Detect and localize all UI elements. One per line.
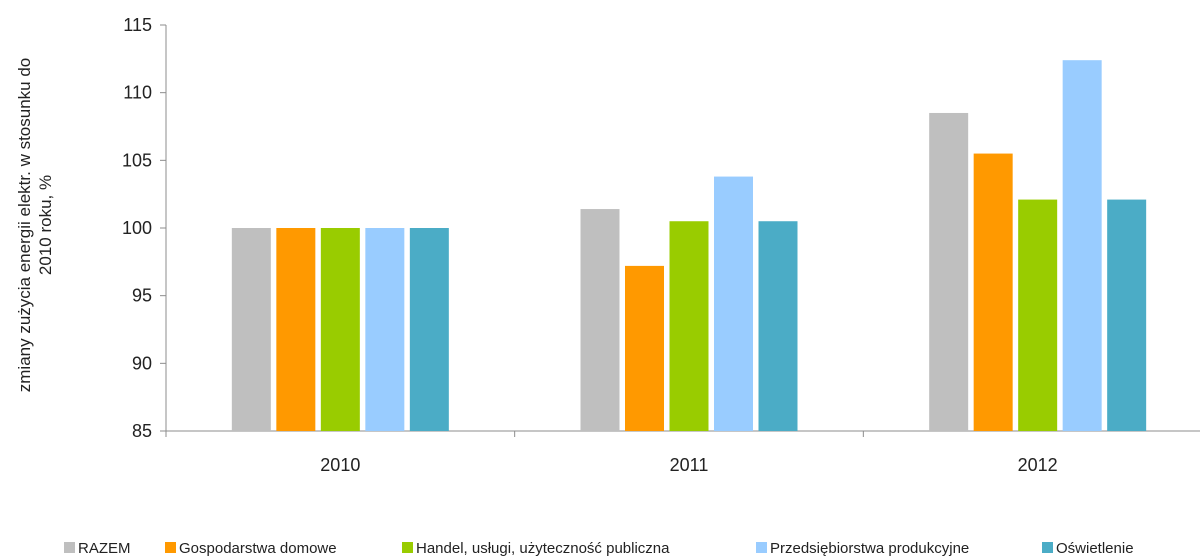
bar-2012-series-4: [1062, 60, 1102, 431]
bar-2010-series-1: [231, 228, 271, 431]
legend-label: Oświetlenie: [1056, 540, 1134, 557]
bar-2011-series-3: [669, 221, 709, 431]
y-tick-label: 90: [132, 353, 152, 373]
bar-2012-series-1: [929, 112, 969, 431]
bar-2011-series-2: [625, 265, 664, 431]
y-tick-label: 115: [123, 15, 152, 35]
legend-swatch: [165, 542, 176, 553]
legend-label: RAZEM: [78, 540, 131, 557]
y-tick-label: 85: [132, 421, 152, 441]
bar-2010-series-3: [320, 228, 360, 431]
x-tick-label: 2011: [670, 455, 709, 475]
legend-label: Gospodarstwa domowe: [179, 540, 337, 557]
bar-2012-series-2: [973, 153, 1013, 432]
legend-swatch: [64, 542, 75, 553]
legend-swatch: [402, 542, 413, 553]
y-tick-label: 110: [123, 83, 152, 103]
legend-swatch: [1042, 542, 1053, 553]
bar-2011-series-1: [580, 209, 620, 431]
bar-2010-series-5: [409, 228, 449, 431]
y-axis-label-line-2: 2010 roku, %: [36, 175, 55, 275]
plot-area: 85 90 95 100 105 110 115 2010 2011 2012: [122, 15, 1200, 475]
legend-label: Handel, usługi, użyteczność publiczna: [416, 540, 670, 557]
y-axis-label: zmiany zużycia energii elektr. w stosunk…: [15, 58, 55, 393]
y-tick-label: 100: [122, 218, 152, 238]
legend-swatch: [756, 542, 767, 553]
bar-2010-series-2: [276, 228, 316, 431]
x-tick-label: 2012: [1018, 455, 1058, 475]
legend-label: Przedsiębiorstwa produkcyjne: [770, 540, 969, 557]
y-axis-label-line-1: zmiany zużycia energii elektr. w stosunk…: [15, 58, 34, 393]
bar-2010-series-4: [365, 228, 405, 431]
y-tick-label: 95: [132, 286, 152, 306]
bar-2012-series-3: [1018, 199, 1058, 431]
bar-2011-series-4: [714, 176, 753, 431]
bar-2011-series-5: [758, 221, 798, 431]
legend: RAZEM Gospodarstwa domowe Handel, usługi, …: [64, 540, 1134, 557]
bar-2012-series-5: [1107, 199, 1147, 431]
x-tick-label: 2010: [320, 455, 360, 475]
y-tick-label: 105: [122, 150, 152, 170]
